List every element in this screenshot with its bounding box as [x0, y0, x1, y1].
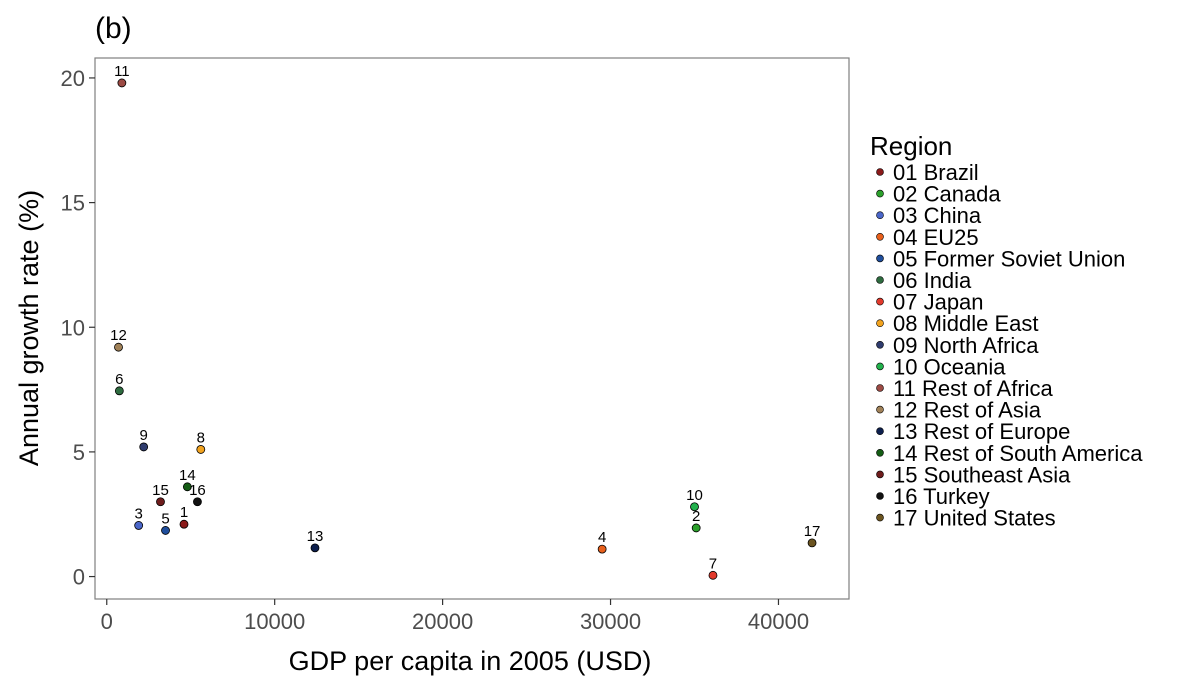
data-point — [807, 538, 817, 548]
point-label: 5 — [161, 510, 169, 527]
legend-swatch — [876, 319, 884, 328]
y-axis: 0 5 10 15 20 — [61, 66, 95, 590]
legend-swatch — [876, 211, 884, 219]
point-label: 8 — [197, 429, 205, 446]
x-tick-label: 40000 — [748, 609, 809, 634]
plot-frame — [94, 57, 850, 600]
legend-swatch — [876, 492, 884, 500]
data-point — [114, 342, 123, 352]
point-label: 14 — [179, 467, 196, 484]
point-label: 9 — [140, 427, 148, 444]
legend-swatch — [876, 297, 884, 306]
legend-swatch — [876, 405, 884, 414]
legend-entry: 07 Japan — [893, 290, 984, 315]
legend-entry: 04 EU25 — [893, 225, 979, 250]
x-axis-title: GDP per capita in 2005 (USD) — [289, 646, 652, 676]
legend-entry: 02 Canada — [893, 182, 1001, 207]
point-label: 1 — [180, 504, 188, 521]
point-label: 17 — [804, 523, 821, 540]
legend-entry: 12 Rest of Asia — [893, 398, 1042, 423]
data-point — [597, 544, 607, 554]
data-point — [708, 570, 718, 580]
legend-swatch — [876, 470, 884, 479]
y-tick-label: 0 — [73, 565, 85, 590]
legend-swatch — [876, 233, 884, 241]
point-label: 2 — [692, 508, 700, 525]
data-point — [117, 78, 127, 88]
x-tick-label: 20000 — [412, 609, 473, 634]
data-point — [310, 543, 320, 553]
legend-entry: 15 Southeast Asia — [893, 462, 1071, 487]
legend-entry: 03 China — [893, 203, 982, 228]
data-point — [156, 497, 165, 507]
x-tick-label: 0 — [101, 609, 113, 634]
point-label: 3 — [134, 505, 142, 522]
point-label: 12 — [110, 327, 127, 344]
x-tick-label: 10000 — [244, 609, 305, 634]
point-label: 4 — [598, 529, 606, 546]
legend-entry: 11 Rest of Africa — [893, 376, 1054, 401]
point-label: 13 — [307, 528, 324, 545]
data-point — [690, 502, 699, 512]
legend-swatch — [876, 513, 884, 522]
y-tick-label: 15 — [61, 191, 85, 216]
legend-swatch — [876, 168, 884, 176]
legend-swatch — [876, 254, 884, 263]
point-label: 10 — [686, 487, 703, 504]
y-tick-label: 5 — [73, 440, 85, 465]
legend-swatch — [876, 384, 884, 392]
y-axis-title: Annual growth rate (%) — [14, 190, 44, 466]
panel-label: (b) — [95, 12, 132, 45]
data-point — [196, 445, 206, 454]
legend-swatch — [876, 340, 884, 349]
legend-swatch — [876, 362, 884, 371]
data-point — [179, 519, 189, 529]
point-label: 11 — [114, 63, 130, 80]
legend-entry: 06 India — [893, 268, 972, 293]
data-point — [193, 497, 202, 507]
legend-title: Region — [870, 131, 952, 161]
point-label: 6 — [115, 371, 123, 388]
legend-entry: 14 Rest of South America — [893, 441, 1143, 466]
legend-entry: 17 United States — [893, 506, 1056, 531]
data-point — [114, 386, 124, 396]
data-point — [134, 521, 144, 530]
legend-entry: 10 Oceania — [893, 354, 1006, 379]
x-tick-label: 30000 — [580, 609, 641, 634]
legend-entry: 08 Middle East — [893, 311, 1039, 336]
legend-swatch — [876, 189, 884, 198]
legend-swatch — [876, 276, 884, 284]
point-label: 16 — [189, 482, 206, 499]
legend-entry: 09 North Africa — [893, 333, 1039, 358]
legend-entry: 01 Brazil — [893, 160, 979, 185]
x-axis: 0 10000 20000 30000 40000 — [101, 599, 809, 634]
data-point — [161, 526, 170, 535]
legend-entry: 13 Rest of Europe — [893, 419, 1070, 444]
point-label: 15 — [152, 482, 169, 499]
legend-swatch — [876, 448, 884, 457]
y-tick-label: 10 — [61, 315, 85, 340]
legend-entry: 05 Former Soviet Union — [893, 246, 1125, 271]
point-label: 7 — [709, 555, 717, 572]
data-point — [691, 523, 701, 533]
y-tick-label: 20 — [61, 66, 85, 91]
legend-swatch — [876, 427, 884, 436]
data-point — [139, 442, 149, 452]
data-point — [182, 482, 192, 492]
legend-entry: 16 Turkey — [893, 484, 990, 509]
